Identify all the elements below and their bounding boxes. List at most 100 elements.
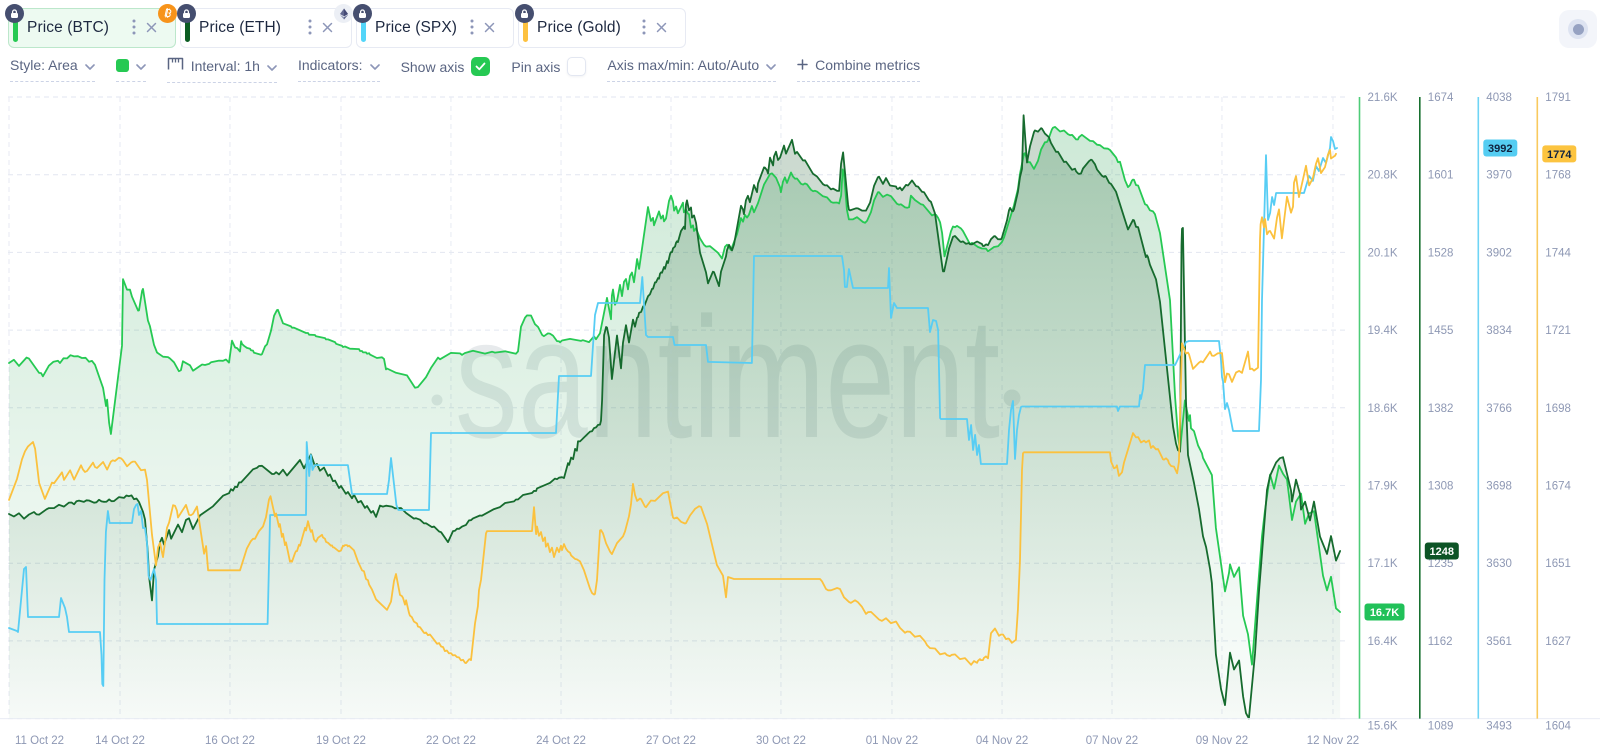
series-line-gold[interactable] <box>8 149 1337 666</box>
x-tick-label: 07 Nov 22 <box>1086 735 1138 747</box>
close-icon[interactable] <box>653 20 671 36</box>
y-tick-label: 1601 <box>1428 170 1454 182</box>
y-tick-label: 1528 <box>1428 247 1454 259</box>
y-tick-label: 1235 <box>1428 558 1454 570</box>
x-axis-labels: 11 Oct 22 14 Oct 22 16 Oct 22 19 Oct 22 22 O… <box>15 735 1359 747</box>
x-tick-label: 24 Oct 22 <box>536 735 586 747</box>
y-tick-label: 3970 <box>1486 170 1512 182</box>
last-value-text: 3992 <box>1488 143 1512 155</box>
series-color-picker[interactable] <box>115 57 146 82</box>
close-icon[interactable] <box>481 20 499 36</box>
metric-tab-price-btc[interactable]: Price (BTC) <box>5 4 177 48</box>
pin-axis-toggle[interactable]: Pin axis <box>511 57 587 85</box>
x-tick-label: 30 Oct 22 <box>756 735 806 747</box>
y-tick-label: 1721 <box>1545 325 1571 337</box>
interval-dropdown[interactable]: Interval: 1h <box>166 57 277 83</box>
metric-color-bar <box>13 14 18 42</box>
y-tick-label: 1455 <box>1428 325 1454 337</box>
kebab-menu-icon[interactable] <box>463 19 481 37</box>
y-tick-label: 1162 <box>1428 636 1453 648</box>
x-tick-label: 27 Oct 22 <box>646 735 696 747</box>
y-axis-eth[interactable]: 1674 1601 1528 1455 1382 1308 1235 1162 1089 1248 <box>1419 92 1459 733</box>
series-line-spx[interactable] <box>8 136 1338 687</box>
y-tick-label: 1674 <box>1428 92 1454 104</box>
y-tick-label: 1791 <box>1545 92 1571 104</box>
metric-color-bar <box>361 14 366 42</box>
metric-tab-bar: Price (BTC) Price (ETH) Price (SPX) Price (… <box>5 4 686 48</box>
y-tick-label: 1604 <box>1545 721 1571 733</box>
y-tick-label: 3766 <box>1486 403 1512 415</box>
y-tick-label: 18.6K <box>1368 403 1398 415</box>
last-value-badge-gold <box>1542 145 1577 163</box>
y-tick-label: 21.6K <box>1368 92 1398 104</box>
x-tick-label: 12 Nov 22 <box>1307 735 1359 747</box>
chevron-down-icon <box>766 57 776 73</box>
last-value-text: 1774 <box>1547 149 1572 161</box>
last-value-text: 16.7K <box>1370 607 1399 619</box>
kebab-menu-icon[interactable] <box>125 19 143 37</box>
x-tick-label: 04 Nov 22 <box>976 735 1028 747</box>
y-tick-label: 15.6K <box>1368 721 1398 733</box>
combine-metrics-button[interactable]: Combine metrics <box>797 57 921 82</box>
metric-tab-price-eth[interactable]: Price (ETH) <box>177 4 353 48</box>
y-tick-label: 1674 <box>1545 481 1571 493</box>
pin-axis-checkbox[interactable] <box>567 57 587 76</box>
x-tick-label: 14 Oct 22 <box>95 735 145 747</box>
show-axis-toggle[interactable]: Show axis <box>401 57 491 85</box>
metric-tab-price-gold[interactable]: Price (Gold) <box>515 4 686 48</box>
close-icon[interactable] <box>319 20 337 36</box>
x-tick-label: 09 Nov 22 <box>1196 735 1248 747</box>
kebab-menu-icon[interactable] <box>301 19 319 37</box>
lock-icon <box>177 4 196 23</box>
axis-maxmin-label: Axis max/min: Auto/Auto <box>607 57 760 73</box>
last-value-badge-btc <box>1364 603 1405 621</box>
metric-tab-price-spx[interactable]: Price (SPX) <box>353 4 514 48</box>
y-tick-label: 3493 <box>1486 721 1512 733</box>
y-tick-label: 3902 <box>1486 247 1512 259</box>
show-axis-checkbox[interactable] <box>471 57 491 76</box>
close-icon[interactable] <box>143 20 161 36</box>
y-tick-label: 1651 <box>1545 558 1571 570</box>
x-tick-label: 22 Oct 22 <box>426 735 476 747</box>
pin-axis-label: Pin axis <box>511 58 561 75</box>
style-dropdown[interactable]: Style: Area <box>10 57 95 82</box>
y-tick-label: 1744 <box>1545 247 1571 259</box>
y-tick-label: 4038 <box>1486 92 1512 104</box>
y-tick-label: 17.1K <box>1368 558 1398 570</box>
series-line-btc[interactable] <box>8 126 1341 666</box>
y-tick-label: 3630 <box>1486 558 1512 570</box>
x-tick-label: 19 Oct 22 <box>316 735 366 747</box>
y-axis-spx[interactable]: 4038 3970 3902 3834 3766 3698 3630 3561 3493 3992 <box>1477 92 1518 733</box>
metric-color-bar <box>523 14 528 42</box>
color-swatch <box>115 58 129 72</box>
x-tick-label: 11 Oct 22 <box>15 735 64 747</box>
show-axis-label: Show axis <box>400 58 465 75</box>
lock-icon <box>5 4 24 23</box>
y-tick-label: 3698 <box>1486 481 1512 493</box>
last-value-text: 1248 <box>1430 546 1454 558</box>
last-value-badge-eth <box>1424 542 1459 560</box>
chevron-down-icon <box>369 57 380 73</box>
metric-tab-label: Price (Gold) <box>537 19 621 36</box>
y-axis-btc[interactable]: 21.6K 20.8K 20.1K 19.4K 18.6K 17.9K 17.1K 16.4K… <box>1358 92 1405 733</box>
area-fill-eth <box>9 115 1341 719</box>
indicators-dropdown[interactable]: Indicators: <box>297 57 380 82</box>
kebab-menu-icon[interactable] <box>635 19 653 37</box>
y-axis-gold[interactable]: 1791 1768 1744 1721 1698 1674 1651 1627 1604 1774 <box>1536 92 1577 733</box>
interval-label: Interval: 1h <box>190 57 260 74</box>
metric-color-bar <box>185 14 190 42</box>
y-tick-label: 17.9K <box>1368 481 1398 493</box>
x-tick-label: 16 Oct 22 <box>205 735 255 747</box>
series-line-eth[interactable] <box>8 114 1341 720</box>
indicators-label: Indicators: <box>297 57 363 73</box>
ethereum-icon <box>334 4 353 23</box>
y-tick-label: 1627 <box>1545 636 1571 648</box>
chart-settings-button[interactable] <box>1559 10 1597 48</box>
y-tick-label: 1382 <box>1428 403 1454 415</box>
axis-maxmin-dropdown[interactable]: Axis max/min: Auto/Auto <box>607 57 777 82</box>
metric-tab-label: Price (SPX) <box>375 19 458 36</box>
chart-toolbar: Style: Area Interval: 1h Indicators: Sho… <box>10 57 921 85</box>
record-dot <box>1572 23 1584 35</box>
